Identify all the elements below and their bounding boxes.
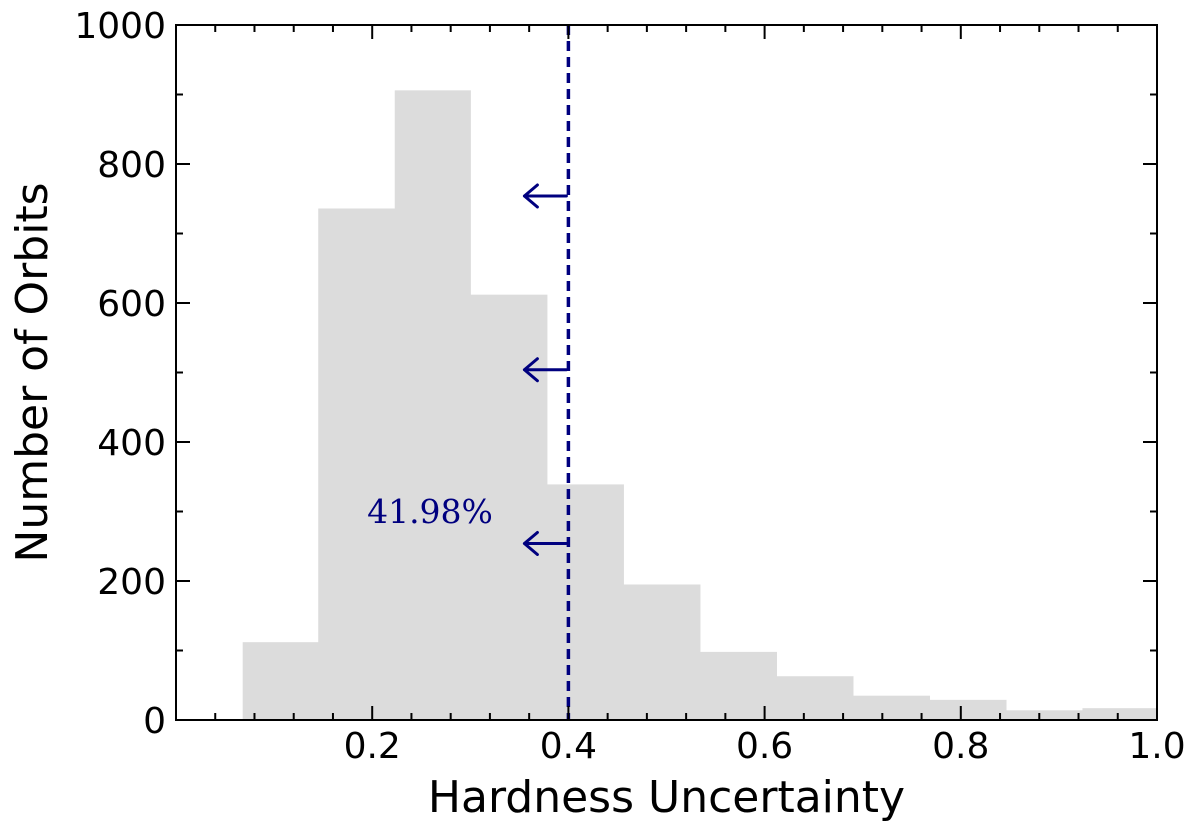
histogram-bar xyxy=(1082,708,1158,720)
histogram-bar xyxy=(318,208,396,721)
histogram-bar xyxy=(470,294,548,720)
x-tick-label: 0.8 xyxy=(932,726,989,767)
histogram-bar xyxy=(623,584,701,720)
histogram-bar xyxy=(776,676,854,720)
y-tick-label: 1000 xyxy=(74,6,166,47)
y-tick-label: 0 xyxy=(143,701,166,742)
axis-ticks xyxy=(175,24,1158,721)
x-tick-labels: 0.2 0.4 0.6 0.8 1.0 xyxy=(344,726,1186,767)
y-tick-label: 400 xyxy=(97,423,166,464)
y-axis-label: Number of Orbits xyxy=(7,182,58,562)
threshold-group xyxy=(522,25,571,720)
y-tick-label: 800 xyxy=(97,145,166,186)
x-tick-label: 0.4 xyxy=(540,726,597,767)
histogram-bar xyxy=(852,695,931,720)
histogram-bar xyxy=(546,484,624,720)
left-arrow xyxy=(522,183,568,209)
histogram-bar xyxy=(929,699,1007,720)
left-arrow xyxy=(522,530,568,556)
left-arrow xyxy=(522,357,568,383)
x-axis-label: Hardness Uncertainty xyxy=(428,772,905,823)
histogram-bar xyxy=(1005,710,1084,720)
x-tick-label: 0.2 xyxy=(344,726,401,767)
x-tick-label: 0.6 xyxy=(736,726,793,767)
threshold-percentage-label: 41.98% xyxy=(367,492,493,531)
x-tick-label: 1.0 xyxy=(1128,726,1185,767)
histogram-bar xyxy=(394,90,471,720)
histogram-bar xyxy=(242,642,319,720)
y-tick-label: 600 xyxy=(97,284,166,325)
y-tick-labels: 0 200 400 600 800 1000 xyxy=(74,6,166,742)
histogram-bars xyxy=(242,90,1158,721)
y-tick-label: 200 xyxy=(97,562,166,603)
